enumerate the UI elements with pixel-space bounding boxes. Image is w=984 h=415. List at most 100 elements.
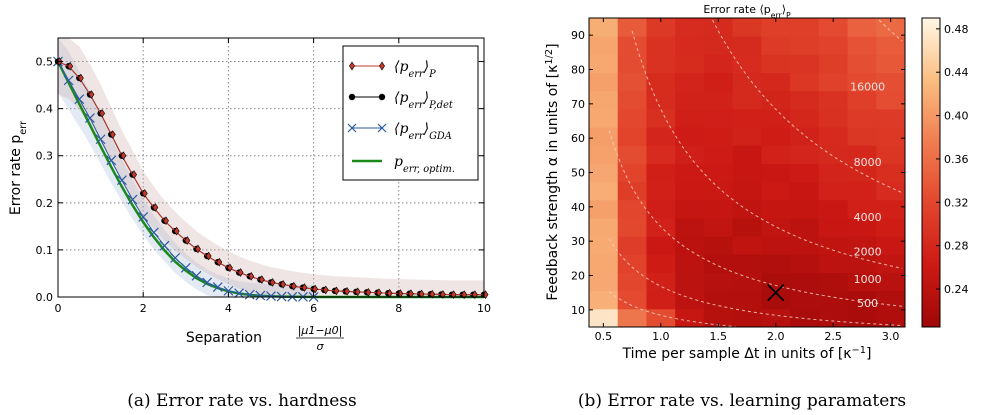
heatmap-cell: [790, 236, 820, 255]
x-tick-label: 0.5: [595, 330, 613, 343]
x-label-denominator: σ: [317, 340, 325, 353]
heatmap-cell: [589, 163, 619, 183]
heatmap-cell: [617, 18, 647, 37]
heatmap-cell: [703, 163, 734, 183]
marker-p: [194, 244, 201, 254]
heatmap-cell: [761, 308, 791, 328]
heatmap-cell: [818, 163, 849, 183]
colorbar-tick-label: 0.48: [944, 23, 969, 36]
heatmap-cell: [646, 36, 676, 55]
heatmap-cell: [617, 217, 647, 237]
heatmap-cell: [818, 181, 849, 201]
heatmap-cell: [703, 90, 734, 110]
x-tick-label: 2: [140, 302, 147, 315]
contour-line: [608, 291, 736, 328]
heatmap-cell: [675, 236, 705, 255]
y-tick-label: 20: [571, 270, 585, 283]
heatmap-cell: [847, 108, 877, 128]
marker-gda: [116, 175, 127, 186]
contour-line: [608, 130, 903, 307]
x-tick-label: 1.0: [652, 330, 670, 343]
heatmap-cell: [675, 36, 705, 55]
heatmap-cell: [646, 72, 676, 92]
heatmap-cell: [732, 272, 762, 292]
heatmap-cell: [589, 290, 619, 310]
y-tick-label: 0.4: [36, 103, 54, 116]
heatmap-cell: [617, 308, 647, 328]
heatmap-cell: [847, 290, 877, 310]
heatmap-cell: [732, 36, 762, 55]
heatmap-cell: [876, 36, 906, 55]
heatmap-cell: [790, 90, 820, 110]
heatmap-cell: [703, 272, 734, 292]
heatmap-cell: [675, 308, 705, 328]
marker-p: [429, 289, 436, 299]
heatmap-cell: [818, 72, 849, 92]
heatmap-cell: [675, 90, 705, 110]
heatmap-cell: [617, 127, 647, 146]
heatmap-cell: [761, 236, 791, 255]
heatmap-cell: [646, 199, 676, 219]
heatmap-cell: [675, 199, 705, 219]
heatmap-cell: [790, 127, 820, 146]
contour-line: [631, 30, 903, 269]
heatmap-cell: [876, 72, 906, 92]
marker-gda: [255, 290, 266, 301]
marker-p: [77, 73, 84, 83]
x-tick-label: 0: [55, 302, 62, 315]
heatmap-title: Error rate ⟨perr⟩P: [703, 3, 791, 20]
heatmap-cell: [761, 217, 791, 237]
heatmap-cell: [818, 36, 849, 55]
marker-gda: [148, 227, 159, 238]
heatmap-cell: [790, 54, 820, 74]
colorbar-tick-label: 0.28: [944, 240, 969, 253]
marker-p: [120, 151, 127, 161]
heatmap-cell: [646, 145, 676, 164]
heatmap-cell: [589, 36, 619, 55]
legend-label: ⟨perr⟩GDA: [394, 121, 452, 142]
heatmap-cell: [876, 90, 906, 110]
contour-label: 16000: [850, 81, 885, 94]
heatmap-cell: [589, 54, 619, 74]
marker-p: [301, 283, 308, 292]
heatmap-cell: [589, 72, 619, 92]
heatmap-cell: [703, 217, 734, 237]
marker-p: [152, 203, 159, 212]
contour-line: [608, 238, 903, 327]
heatmap-cell: [646, 108, 676, 128]
heatmap-cell: [790, 308, 820, 328]
heatmap-cell: [761, 18, 791, 37]
heatmap-cell: [675, 54, 705, 74]
heatmap-cell: [732, 108, 762, 128]
heatmap-cell: [732, 90, 762, 110]
heatmap-cell: [847, 72, 877, 92]
heatmap-cell: [847, 236, 877, 255]
heatmap-cell: [675, 163, 705, 183]
heatmap-cell: [761, 127, 791, 146]
x-tick-label: 2.5: [824, 330, 842, 343]
heatmap-cell: [589, 199, 619, 219]
marker-p: [471, 290, 478, 299]
heatmap-cell: [589, 272, 619, 292]
heatmap-cell: [818, 108, 849, 128]
colorbar: [921, 17, 941, 328]
heatmap-cell: [589, 236, 619, 255]
heatmap-cell: [790, 72, 820, 92]
heatmap-cell: [732, 217, 762, 237]
x-tick-label: 1.5: [710, 330, 728, 343]
y-tick-label: 70: [571, 98, 585, 111]
marker-p: [439, 290, 446, 299]
heatmap-cell: [617, 90, 647, 110]
heatmap-cell: [732, 290, 762, 310]
heatmap-cell: [589, 217, 619, 237]
marker-p: [173, 226, 180, 236]
y-tick-label: 0.5: [36, 56, 54, 69]
y-tick-label: 10: [571, 304, 585, 317]
heatmap-cell: [847, 272, 877, 292]
heatmap-cell: [732, 18, 762, 37]
legend-box: [342, 45, 479, 181]
heatmap-cell: [675, 18, 705, 37]
marker-p: [418, 289, 425, 299]
marker-gda: [127, 194, 138, 205]
